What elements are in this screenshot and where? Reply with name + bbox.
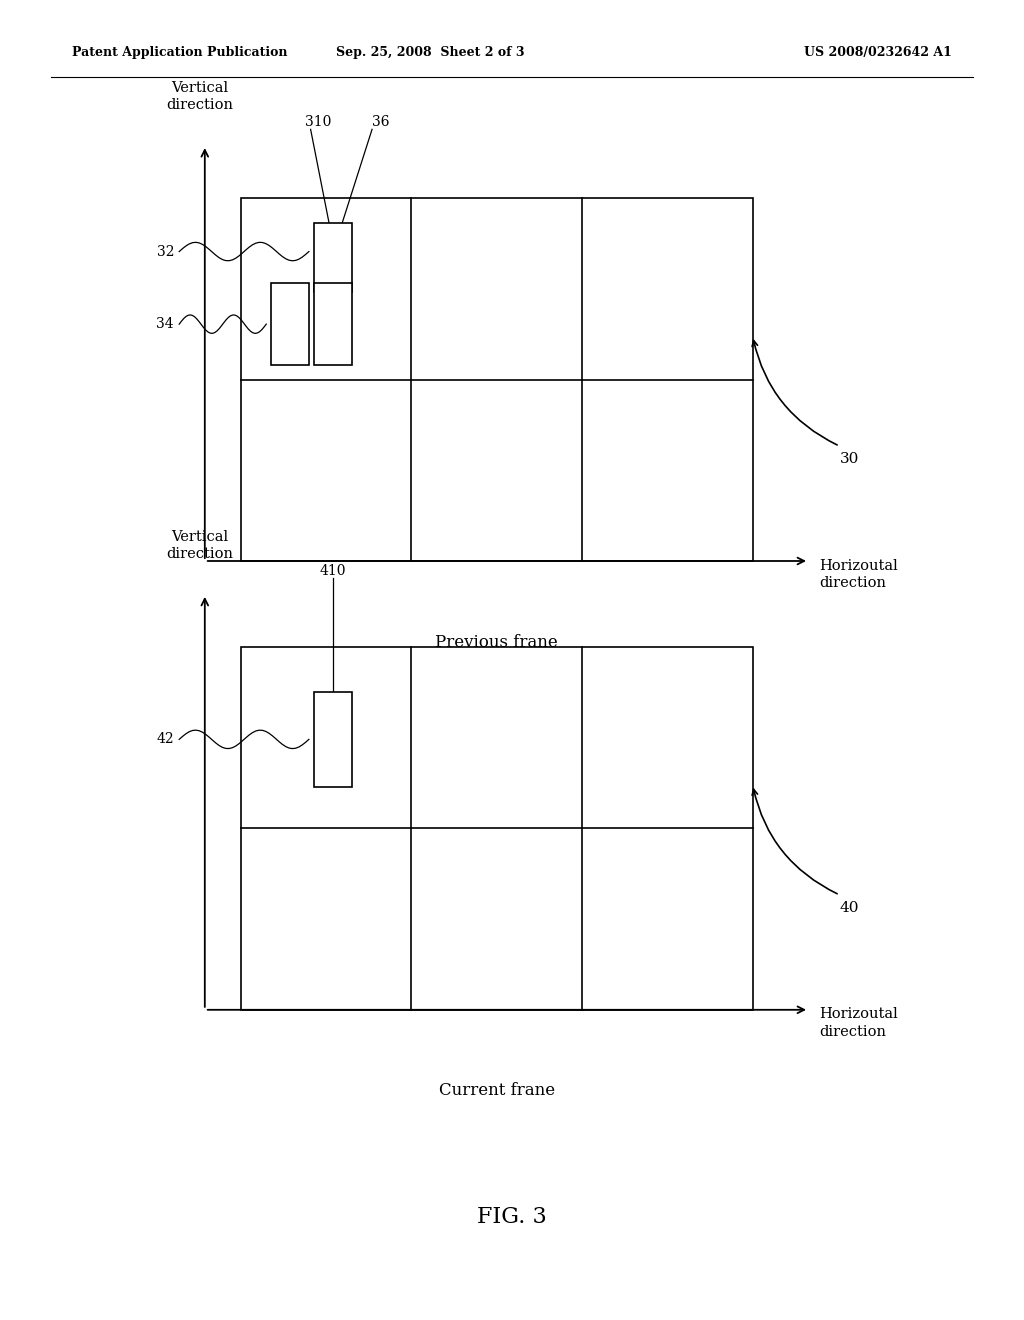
Bar <box>241 198 753 561</box>
Text: 410: 410 <box>319 564 346 578</box>
Text: 34: 34 <box>157 317 174 331</box>
Text: 310: 310 <box>305 115 332 129</box>
Bar <box>271 284 309 366</box>
Text: Patent Application Publication: Patent Application Publication <box>72 46 287 59</box>
Text: 32: 32 <box>157 244 174 259</box>
Bar <box>314 692 351 787</box>
Text: Vertical
direction: Vertical direction <box>166 529 233 561</box>
Text: Previous frane: Previous frane <box>435 634 558 651</box>
Bar <box>241 647 753 1010</box>
Text: 30: 30 <box>840 453 859 466</box>
Bar <box>314 223 351 293</box>
Text: Current frane: Current frane <box>438 1082 555 1100</box>
Text: Vertical
direction: Vertical direction <box>166 81 233 112</box>
Text: 36: 36 <box>372 115 389 129</box>
Text: FIG. 3: FIG. 3 <box>477 1206 547 1228</box>
Text: Horizoutal
direction: Horizoutal direction <box>819 1007 898 1039</box>
Text: 42: 42 <box>157 733 174 746</box>
Bar <box>314 284 351 366</box>
Text: US 2008/0232642 A1: US 2008/0232642 A1 <box>805 46 952 59</box>
Text: Sep. 25, 2008  Sheet 2 of 3: Sep. 25, 2008 Sheet 2 of 3 <box>336 46 524 59</box>
Text: 40: 40 <box>840 902 859 915</box>
Text: Horizoutal
direction: Horizoutal direction <box>819 558 898 590</box>
